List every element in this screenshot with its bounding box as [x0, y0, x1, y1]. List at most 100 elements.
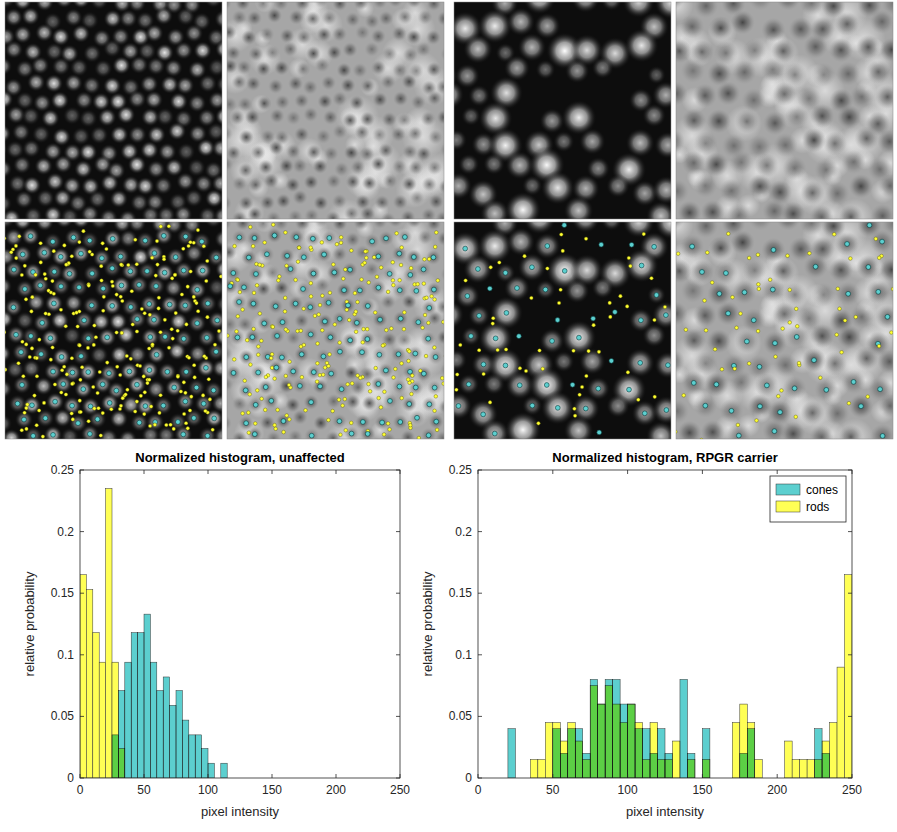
- cell-blob: [286, 144, 301, 159]
- cell-blob: [303, 395, 318, 410]
- cell-blob: [785, 325, 809, 349]
- cell-blob: [75, 311, 94, 330]
- rod-marker: [288, 418, 292, 422]
- cell-blob: [323, 110, 338, 125]
- cell-blob: [75, 91, 94, 110]
- cell-blob: [213, 427, 222, 439]
- cell-blob: [344, 145, 359, 160]
- cone-marker: [377, 352, 382, 357]
- cell-blob: [227, 157, 233, 172]
- rod-marker: [391, 260, 395, 264]
- rod-marker: [252, 291, 256, 295]
- cell-blob: [257, 316, 272, 331]
- cell-blob: [646, 421, 671, 439]
- cone-marker: [135, 382, 140, 387]
- rod-marker: [442, 320, 444, 324]
- cell-blob: [256, 281, 271, 296]
- cone-marker: [279, 355, 284, 360]
- cell-blob: [353, 222, 368, 230]
- rod-marker: [186, 285, 190, 289]
- cell-blob: [624, 248, 659, 283]
- cone-marker: [476, 267, 481, 272]
- image-frame: [454, 222, 671, 439]
- cell-blob: [406, 249, 421, 264]
- cone-marker: [397, 251, 402, 256]
- cone-marker: [427, 402, 432, 407]
- rod-marker: [170, 327, 174, 331]
- cell-blob: [63, 106, 82, 125]
- cell-blob: [5, 159, 12, 178]
- cell-blob: [286, 110, 301, 125]
- cell-blob: [378, 363, 393, 378]
- cell-blob: [64, 73, 83, 92]
- rod-marker: [333, 323, 337, 327]
- rod-marker: [109, 407, 113, 411]
- rod-marker: [119, 295, 123, 299]
- cone-marker: [250, 335, 255, 340]
- rod-marker: [488, 401, 492, 405]
- cell-blob: [264, 393, 279, 408]
- cell-blob: [110, 125, 129, 144]
- cell-blob: [326, 211, 341, 219]
- rod-marker: [124, 393, 128, 397]
- rod-marker: [129, 357, 133, 361]
- cone-marker: [81, 387, 86, 392]
- cone-marker: [39, 352, 44, 357]
- cone-marker: [61, 382, 66, 387]
- cell-blob: [397, 112, 412, 127]
- rod-marker: [416, 282, 420, 286]
- rod-marker: [192, 363, 196, 367]
- rod-marker: [356, 300, 360, 304]
- cell-blob: [227, 97, 237, 112]
- rod-marker: [339, 236, 343, 240]
- cell-blob: [372, 92, 387, 107]
- cell-blob: [227, 245, 237, 260]
- image-ground: [676, 222, 893, 439]
- rod-marker: [173, 273, 177, 277]
- cell-blob: [294, 347, 309, 362]
- cell-blob: [304, 208, 319, 219]
- rod-marker: [489, 266, 493, 270]
- cell-blob: [205, 409, 222, 428]
- cell-blob: [247, 10, 262, 25]
- cell-blob: [680, 234, 704, 258]
- cell-blob: [54, 375, 73, 394]
- image-frame: [227, 222, 444, 439]
- rod-marker: [435, 428, 439, 432]
- rod-marker: [189, 270, 193, 274]
- cell-blob: [378, 143, 393, 158]
- rod-marker: [70, 382, 74, 386]
- rod-marker: [278, 275, 282, 279]
- cell-blob: [825, 181, 849, 205]
- cone-marker: [299, 352, 304, 357]
- cell-blob: [378, 11, 393, 26]
- cell-blob: [230, 330, 245, 345]
- rod-marker: [786, 254, 790, 258]
- rod-marker: [442, 382, 444, 386]
- cell-blob: [5, 222, 15, 229]
- rod-marker: [349, 421, 353, 425]
- rod-marker: [159, 393, 163, 397]
- rod-marker: [172, 427, 176, 431]
- retina-image: [227, 2, 444, 219]
- cone-marker: [492, 431, 497, 436]
- rod-marker: [92, 343, 96, 347]
- rod-marker: [60, 368, 64, 372]
- cone-marker: [328, 335, 333, 340]
- cell-blob: [429, 194, 444, 209]
- rod-marker: [423, 313, 427, 317]
- cone-marker: [555, 318, 560, 323]
- cell-blob: [327, 45, 342, 60]
- rod-marker: [208, 398, 212, 402]
- cell-blob: [810, 104, 834, 128]
- rod-marker: [255, 262, 259, 266]
- cone-marker: [365, 337, 370, 342]
- cell-blob: [382, 266, 397, 281]
- cone-marker: [327, 236, 332, 241]
- cone-marker: [329, 371, 334, 376]
- rod-marker: [24, 406, 28, 410]
- rod-marker: [328, 291, 332, 295]
- cone-marker: [599, 242, 604, 247]
- cell-blob: [79, 329, 98, 348]
- cell-blob: [606, 174, 630, 198]
